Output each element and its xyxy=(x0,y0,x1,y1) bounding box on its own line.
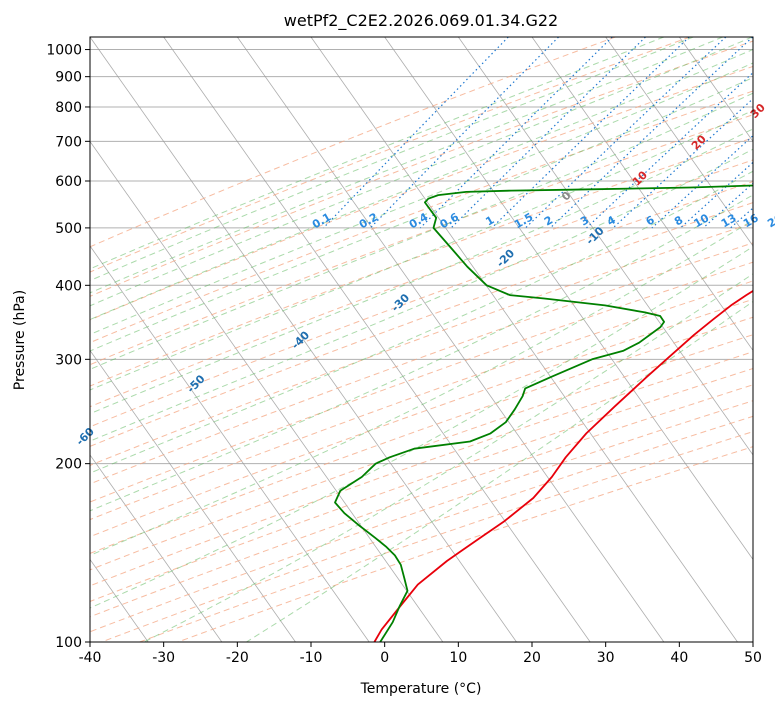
sounding-profiles xyxy=(334,184,753,642)
plot-frame xyxy=(89,36,754,643)
chart-title: wetPf2_C2E2.2026.069.01.34.G22 xyxy=(284,11,558,31)
moist-adiabat-line xyxy=(90,245,753,609)
y-tick-label: 700 xyxy=(55,134,82,150)
dry-adiabat-line xyxy=(90,90,753,344)
moist-adiabat-line xyxy=(90,148,753,442)
x-tick-label: 30 xyxy=(597,650,615,666)
isotherm-line xyxy=(90,349,296,642)
dewpoint-profile-line xyxy=(334,184,753,642)
moist-adiabat-line xyxy=(90,194,753,512)
moist-adiabat-line xyxy=(246,300,753,642)
x-tick-label: -20 xyxy=(226,650,249,666)
y-tick-label: 100 xyxy=(55,635,82,651)
y-axis-title: Pressure (hPa) xyxy=(12,290,28,390)
dry-adiabat-line xyxy=(90,261,753,503)
moist-adiabat-line xyxy=(90,109,753,391)
y-tick-label: 500 xyxy=(55,221,82,237)
y-tick-label: 300 xyxy=(55,352,82,368)
dry-adiabat-line xyxy=(90,202,753,447)
mixing-ratio-line xyxy=(612,97,753,229)
x-tick-label: -30 xyxy=(152,650,175,666)
pressure-gridlines xyxy=(90,49,753,642)
isotherm-line xyxy=(163,37,591,642)
isotherm-line xyxy=(90,245,370,642)
dry-adiabat-line xyxy=(90,65,753,321)
dry-adiabat-line xyxy=(90,222,753,466)
dry-adiabat-line xyxy=(90,280,753,521)
dry-adiabat-line xyxy=(90,334,753,571)
moist-adiabat-line xyxy=(90,37,694,282)
dry-adiabat-line xyxy=(90,316,753,554)
mixing-ratio-line xyxy=(586,71,753,229)
axis-ticks: -40 -30 -20 -10 0 10 20 30 40 50 100 200 300 400 500 60… xyxy=(46,43,762,666)
dry-adiabat-line xyxy=(90,351,753,587)
moist-adiabat-line xyxy=(90,62,753,336)
x-tick-label: -40 xyxy=(79,650,102,666)
isotherm-lines xyxy=(90,37,753,642)
moist-adiabat-line xyxy=(90,37,753,307)
y-tick-label: 200 xyxy=(55,457,82,473)
moist-adiabat-line xyxy=(90,219,753,556)
isotherm-line xyxy=(679,37,753,143)
dry-adiabat-lines xyxy=(90,37,753,642)
y-tick-label: 800 xyxy=(55,100,82,116)
mixing-ratio-label: 20 xyxy=(765,211,775,230)
moist-adiabat-lines xyxy=(90,37,753,642)
mixing-ratio-line xyxy=(419,37,613,229)
dry-adiabat-line xyxy=(90,159,753,408)
isotherm-line xyxy=(90,37,517,642)
mixing-ratio-line xyxy=(680,161,753,229)
x-tick-label: 0 xyxy=(380,650,389,666)
dry-adiabat-line xyxy=(90,242,753,485)
isotherm-line xyxy=(237,37,665,642)
dry-adiabat-line xyxy=(90,367,753,603)
mixing-ratio-line xyxy=(450,37,646,229)
y-tick-label: 600 xyxy=(55,174,82,190)
x-axis-title: Temperature (°C) xyxy=(360,681,482,697)
x-tick-label: -10 xyxy=(300,650,323,666)
moist-adiabat-line xyxy=(143,273,753,642)
isotherm-line xyxy=(458,37,753,456)
moist-adiabat-line xyxy=(90,37,665,270)
isotherm-line xyxy=(384,37,753,561)
dry-adiabat-line xyxy=(90,37,616,248)
dry-adiabat-line xyxy=(90,298,753,538)
isotherm-line xyxy=(605,37,753,247)
x-tick-label: 20 xyxy=(523,650,541,666)
mixing-ratio-lines xyxy=(323,37,753,229)
mixing-ratio-line xyxy=(525,37,727,229)
x-tick-label: 50 xyxy=(744,650,762,666)
temperature-profile-line xyxy=(373,289,753,642)
moist-adiabat-line xyxy=(90,48,753,321)
dry-adiabat-line xyxy=(90,114,753,366)
mixing-ratio-line xyxy=(323,37,509,229)
x-tick-label: 10 xyxy=(449,650,467,666)
y-tick-label: 1000 xyxy=(46,43,82,59)
isotherm-line xyxy=(90,140,444,642)
dry-adiabat-line xyxy=(90,137,753,387)
y-tick-label: 900 xyxy=(55,70,82,86)
moist-adiabat-line xyxy=(90,37,723,294)
moist-adiabat-line xyxy=(90,128,753,415)
dry-adiabat-line xyxy=(90,181,753,428)
moist-adiabat-line xyxy=(90,170,753,474)
mixing-ratio-line xyxy=(491,37,690,229)
isotherm-line xyxy=(90,454,223,642)
dry-adiabat-line xyxy=(90,384,753,618)
x-tick-label: 40 xyxy=(670,650,688,666)
isotherm-line xyxy=(531,37,753,352)
mixing-ratio-line xyxy=(549,37,753,229)
dry-adiabat-line xyxy=(90,400,753,633)
y-tick-label: 400 xyxy=(55,278,82,294)
